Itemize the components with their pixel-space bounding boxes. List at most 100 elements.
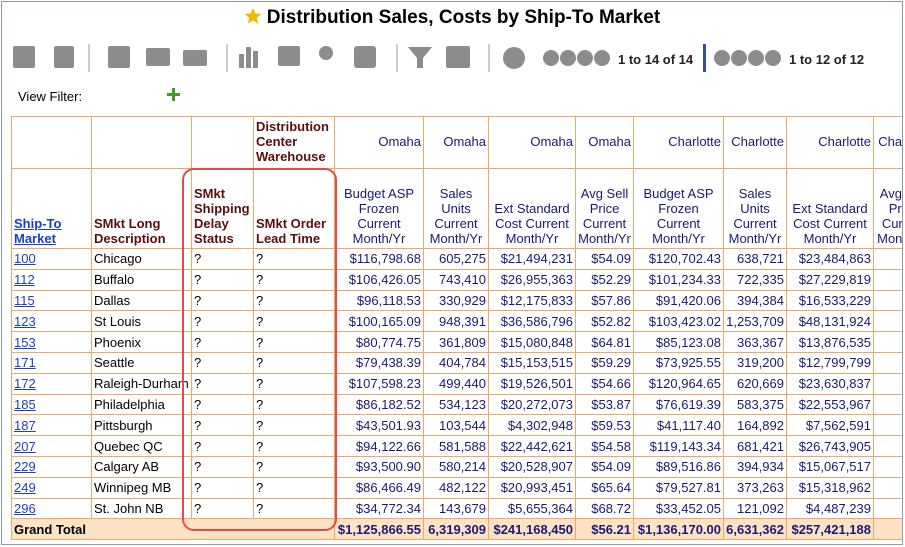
column-header: Sales Units Current Month/Yr [723,168,787,249]
cell: $19,526,501 [488,372,576,395]
header-group: Charlotte [786,116,874,169]
cell: ? [191,414,254,437]
number-icon[interactable] [446,46,470,68]
view-filter: View Filter: [18,89,82,104]
view-filter-label: View Filter: [18,89,83,104]
cell: $94,122.66 [334,435,424,457]
add-icon[interactable] [54,46,74,68]
cell: ? [191,310,254,333]
cell: 172 [11,372,92,395]
cell: $23,484,863 [786,248,874,270]
market-link[interactable]: 249 [14,480,36,496]
drill-icon[interactable] [278,46,300,66]
market-link[interactable]: 187 [14,417,36,433]
excel-icon[interactable] [108,46,130,68]
report-table: Distribution Center Warehouse Omaha Omaha O… [11,116,902,541]
cell: $5,655,364 [488,497,576,520]
cell: $100,165.09 [334,310,424,333]
separator [88,44,90,72]
header-cell-empty [191,116,254,169]
col-pager-next[interactable] [748,50,764,66]
market-link[interactable]: 123 [14,313,36,329]
market-link[interactable]: 185 [14,396,36,412]
help-icon[interactable] [503,47,525,69]
print-icon[interactable] [146,48,170,66]
pager-prev[interactable] [560,50,576,66]
data-row: 296 St. John NB?? $34,772.34 143,679 $5,655,… [11,497,902,520]
cell-clipped [873,435,902,457]
pager-next[interactable] [577,50,593,66]
market-link[interactable]: 115 [14,292,35,308]
pager-last[interactable] [594,50,610,66]
column-header: SMkt Order Lead Time [253,168,335,249]
market-link[interactable]: 100 [14,251,36,267]
pager-first[interactable] [543,50,559,66]
column-header: Budget ASP Frozen Current Month/Yr [633,168,724,249]
cell: ? [253,435,335,457]
market-link[interactable]: 153 [14,334,36,350]
cell: Dallas [91,289,192,312]
cell: 1,253,709 [723,310,787,333]
cell: $93,500.90 [334,455,424,478]
col-pager-first[interactable] [714,50,730,66]
search-icon[interactable] [354,46,376,68]
cell: $16,533,229 [786,289,874,312]
cell: $12,799,799 [786,351,874,374]
add-filter-icon[interactable] [167,88,180,101]
separator [488,44,490,72]
cell: ? [191,497,254,520]
filter-icon[interactable] [408,47,432,68]
market-link[interactable]: 171 [14,355,36,371]
cell: $57.86 [575,289,634,312]
cell: $96,118.53 [334,289,424,312]
header-row: Ship-To Market SMkt Long Description SMkt … [11,168,902,249]
column-header: Ext Standard Cost Current Month/Yr [488,168,576,249]
header-cell-empty [91,116,192,169]
data-row: 249 Winnipeg MB?? $86,466.49 482,122 $20,993… [11,476,902,499]
cell: $23,630,837 [786,372,874,395]
column-header: SMkt Long Description [91,168,192,249]
market-link[interactable]: 172 [14,376,36,392]
cell: 112 [11,268,92,291]
email-icon[interactable] [183,50,207,66]
cell: 229 [11,455,92,478]
cell: $85,123.08 [633,331,724,353]
save-icon[interactable] [13,46,35,68]
cell: $52.82 [575,310,634,333]
market-link[interactable]: 112 [14,272,35,288]
cell: $41,117.40 [633,414,724,437]
separator [396,44,398,72]
col-pager-last[interactable] [765,50,781,66]
market-link[interactable]: 296 [14,500,36,516]
map-icon[interactable] [319,46,333,60]
chart-icon[interactable] [239,47,258,68]
sort-link[interactable]: Ship-To Market [14,216,62,246]
cell: ? [253,248,335,270]
total-cell: Grand Total [11,518,335,541]
cell: ? [191,289,254,312]
cell: $15,153,515 [488,351,576,374]
cell: 103,544 [423,414,489,437]
column-header: SMkt Shipping Delay Status [191,168,254,249]
cell: $65.64 [575,476,634,499]
data-row: 112 Buffalo?? $106,426.05 743,410 $26,955,36… [11,268,902,291]
cell: $79,438.39 [334,351,424,374]
data-row: 207 Quebec QC?? $94,122.66 581,588 $22,442,6… [11,435,902,457]
cell: Phoenix [91,331,192,353]
cell: 296 [11,497,92,520]
cell: $53.87 [575,393,634,416]
cell: ? [253,351,335,374]
col-pager-prev[interactable] [731,50,747,66]
star-icon [244,7,262,24]
cell: ? [191,351,254,374]
cell: 394,384 [723,289,787,312]
market-link[interactable]: 229 [14,459,36,475]
cell: 620,669 [723,372,787,395]
cell: ? [191,331,254,353]
cell: Chicago [91,248,192,270]
cell: 373,263 [723,476,787,499]
market-link[interactable]: 207 [14,438,36,454]
cell-clipped [873,393,902,416]
header-group: Charlotte [873,116,902,169]
